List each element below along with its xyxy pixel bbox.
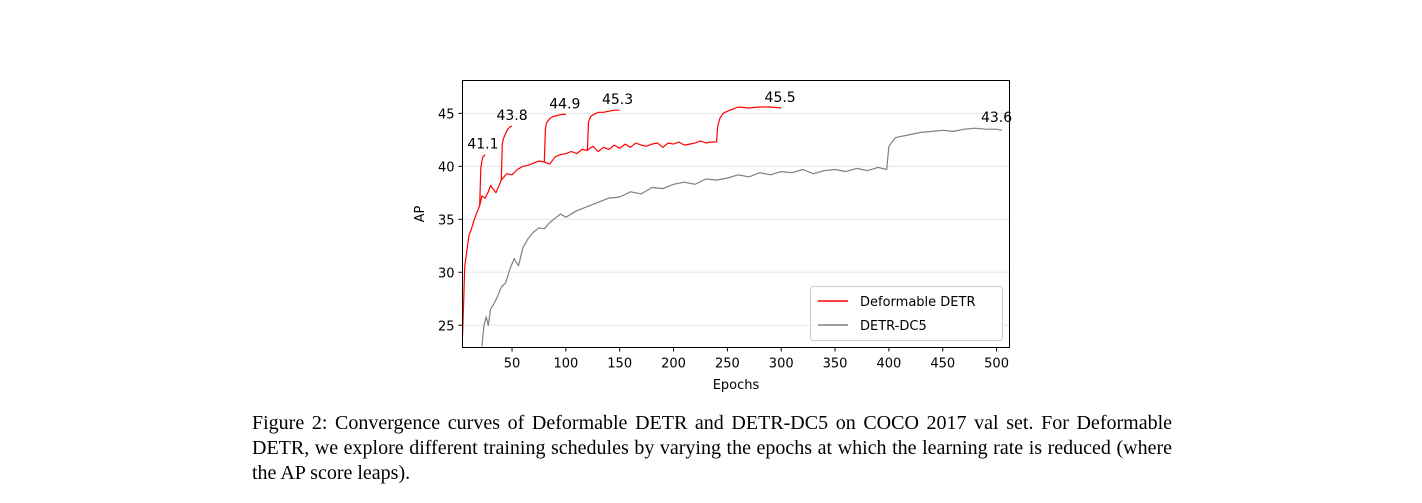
peak-annotation: 44.9	[549, 96, 580, 112]
x-tick-label: 200	[661, 357, 686, 372]
x-tick-label: 300	[769, 357, 794, 372]
y-tick-label: 25	[438, 319, 455, 334]
peak-annotation: 41.1	[467, 137, 498, 153]
x-tick-label: 350	[823, 357, 848, 372]
y-tick-label: 35	[438, 213, 455, 228]
peak-annotation: 45.3	[602, 92, 633, 108]
x-tick-label: 100	[553, 357, 578, 372]
legend-label-detr-dc5: DETR-DC5	[860, 319, 927, 334]
y-tick-label: 40	[438, 160, 455, 175]
detr-dc5-line	[481, 127, 1003, 347]
deformable-detr-line	[461, 140, 717, 336]
x-tick-label: 450	[930, 357, 955, 372]
peak-annotation: 45.5	[765, 90, 796, 106]
peak-annotation: 43.6	[981, 110, 1012, 126]
plot-frame	[462, 80, 1010, 348]
deformable-detr-line	[586, 109, 620, 151]
deformable-detr-line	[716, 106, 782, 143]
deformable-detr-line	[479, 154, 486, 206]
deformable-detr-line	[543, 113, 566, 163]
deformable-detr-line	[500, 125, 513, 181]
y-tick-label: 45	[438, 107, 455, 122]
x-tick-label: 400	[876, 357, 901, 372]
figure-caption: Figure 2: Convergence curves of Deformab…	[252, 412, 1172, 484]
legend-label-deformable-detr: Deformable DETR	[860, 295, 975, 310]
x-tick-label: 50	[504, 357, 521, 372]
x-tick-label: 500	[984, 357, 1009, 372]
x-axis-label: Epochs	[713, 378, 760, 393]
legend: Deformable DETR DETR-DC5	[810, 286, 1003, 341]
y-axis-label: AP	[413, 205, 428, 222]
y-tick-label: 30	[438, 266, 455, 281]
x-tick-label: 250	[715, 357, 740, 372]
peak-annotation: 43.8	[496, 108, 527, 124]
x-tick-label: 150	[607, 357, 632, 372]
